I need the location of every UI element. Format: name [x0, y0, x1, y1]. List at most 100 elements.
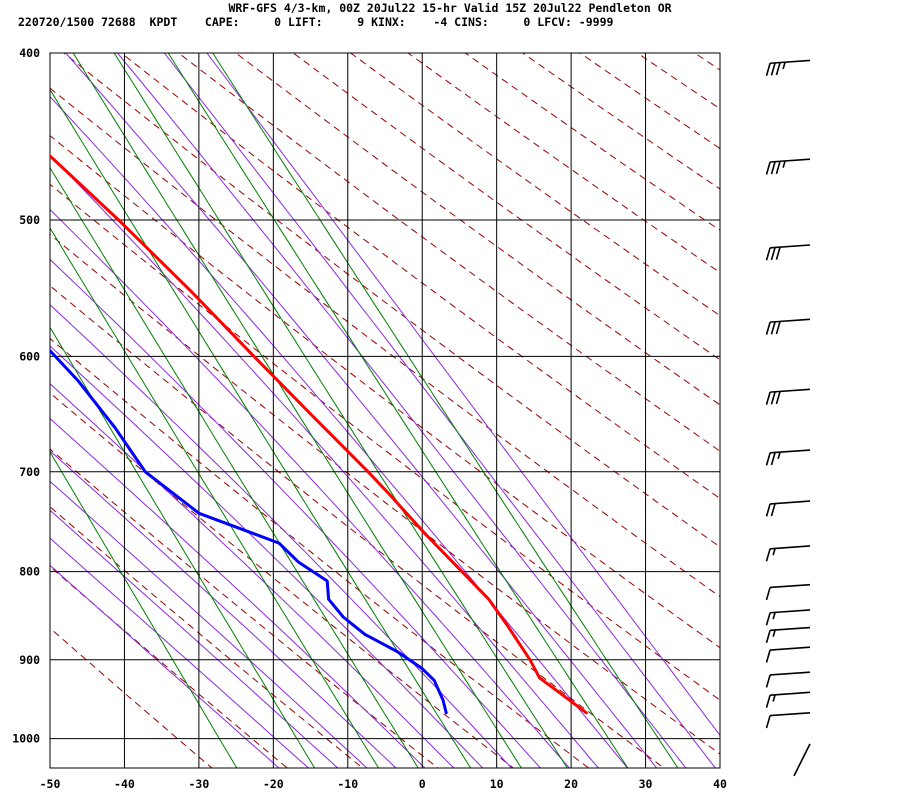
barb-half: [772, 629, 776, 637]
dry-adiabat: [50, 448, 439, 768]
wind-barb: [765, 671, 811, 688]
pressure-tick-label: 600: [19, 349, 40, 363]
moist-adiabat: [50, 417, 426, 768]
wind-barb: [765, 388, 811, 405]
barb-full: [765, 503, 771, 517]
wind-barb: [793, 743, 811, 777]
barb-full: [770, 503, 776, 517]
pressure-tick-label: 400: [19, 46, 40, 60]
barb-staff: [770, 626, 811, 632]
wind-barb: [765, 646, 811, 663]
barb-half: [777, 451, 781, 460]
temperature-tick-label: 10: [490, 777, 504, 791]
dry-adiabat: [50, 134, 720, 649]
wind-barb: [765, 609, 811, 626]
barb-staff: [770, 671, 811, 676]
barb-full: [765, 612, 771, 626]
barb-full: [770, 247, 776, 261]
wind-barb: [765, 500, 811, 517]
moist-adiabat: [50, 383, 455, 768]
barb-staff: [770, 158, 811, 163]
background-lines: [50, 0, 900, 782]
temperature-tick-label: -40: [114, 777, 135, 791]
barb-full: [765, 161, 771, 175]
pressure-tick-label: 900: [19, 653, 40, 667]
barb-staff: [770, 545, 811, 550]
dry-adiabat: [636, 53, 720, 110]
barb-full: [765, 587, 771, 601]
barb-full: [775, 62, 781, 76]
dry-adiabat: [50, 87, 720, 598]
barb-full: [770, 161, 776, 175]
dry-adiabat: [464, 53, 720, 231]
calm-barb-staff: [793, 743, 811, 777]
barb-full: [775, 161, 781, 175]
mixing-ratio-line: [72, 53, 522, 768]
dry-adiabat: [50, 627, 213, 768]
barb-full: [775, 246, 781, 260]
barb-half: [782, 160, 786, 168]
temperature-tick-label: -50: [40, 777, 61, 791]
chart-title: WRF-GFS 4/3-km, 00Z 20Jul22 15-hr Valid …: [228, 1, 672, 15]
wind-barb: [765, 158, 811, 175]
barb-full: [765, 391, 771, 405]
barb-staff: [770, 318, 811, 323]
dry-adiabat: [634, 0, 900, 782]
pressure-tick-label: 700: [19, 465, 40, 479]
temperature-tick-label: -20: [263, 777, 284, 791]
chart-grid: [49, 52, 721, 769]
dry-adiabat: [50, 233, 720, 755]
dry-adiabat: [63, 53, 720, 548]
barb-full: [765, 452, 771, 466]
barb-full: [770, 452, 776, 466]
barb-full: [765, 694, 771, 708]
dewpoint-profile: [50, 348, 448, 715]
mixing-ratio-line: [50, 450, 238, 768]
dry-adiabat: [50, 337, 590, 768]
temperature-tick-label: 40: [713, 777, 727, 791]
mixing-ratio-line: [50, 227, 380, 768]
wind-barb: [765, 626, 811, 644]
barb-full: [770, 62, 776, 76]
mixing-ratio-line: [113, 53, 568, 768]
moist-adiabat: [206, 53, 720, 737]
barb-staff: [770, 691, 811, 696]
moist-adiabat: [50, 564, 280, 768]
plot-frame: [49, 52, 721, 769]
moist-adiabat: [50, 95, 629, 768]
barb-half: [772, 612, 776, 620]
barb-full: [765, 63, 771, 76]
wind-barb: [765, 583, 811, 601]
barb-full: [775, 391, 781, 405]
dry-adiabat: [50, 565, 289, 768]
dry-adiabat: [521, 53, 720, 190]
barb-full: [770, 391, 776, 405]
temperature-tick-label: -10: [337, 777, 358, 791]
barb-staff: [770, 388, 811, 393]
wind-barb: [765, 318, 811, 335]
dry-adiabat: [235, 53, 720, 406]
moist-adiabat: [50, 480, 368, 768]
mixing-ratio-line: [50, 88, 472, 768]
moist-adiabat: [50, 304, 513, 768]
dry-adiabat: [292, 53, 720, 361]
dry-adiabat: [745, 0, 900, 782]
mixing-ratio-line: [167, 53, 629, 768]
barb-full: [765, 548, 771, 562]
barb-half: [782, 61, 786, 70]
moist-adiabat: [50, 258, 542, 768]
barb-full: [765, 649, 771, 663]
mixing-ratio-line: [50, 326, 316, 768]
mixing-ratio-line: [212, 53, 679, 768]
barb-staff: [770, 609, 811, 614]
dry-adiabat: [349, 53, 720, 317]
barb-full: [765, 247, 771, 261]
barb-staff: [770, 500, 811, 505]
moist-adiabat: [116, 53, 687, 768]
dry-adiabat: [50, 392, 515, 768]
temperature-tick-label: 0: [419, 777, 426, 791]
dry-adiabat: [50, 506, 364, 768]
dry-adiabat: [801, 0, 900, 782]
pressure-tick-label: 500: [19, 213, 40, 227]
wind-barb: [765, 449, 811, 466]
